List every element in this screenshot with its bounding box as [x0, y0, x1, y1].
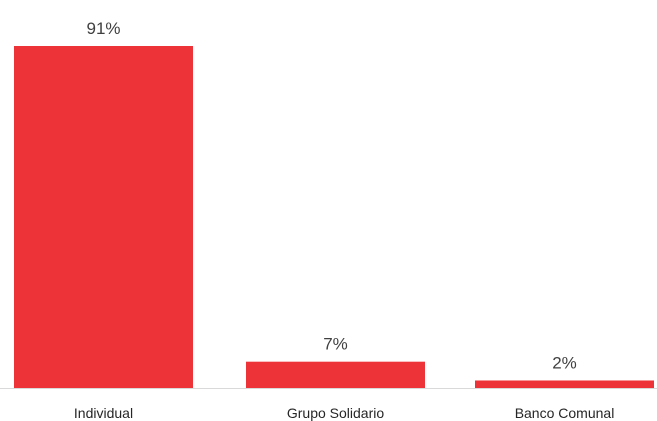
bar-2 — [475, 380, 654, 388]
value-label-2: 2% — [552, 353, 577, 372]
bar-1 — [246, 362, 425, 388]
category-label-2: Banco Comunal — [515, 405, 615, 421]
category-labels-layer: Individual Grupo Solidario Banco Comunal — [74, 405, 614, 421]
value-label-0: 91% — [86, 19, 120, 38]
category-label-1: Grupo Solidario — [287, 405, 384, 421]
category-label-0: Individual — [74, 405, 133, 421]
bar-0 — [14, 46, 193, 388]
value-label-1: 7% — [323, 335, 348, 354]
